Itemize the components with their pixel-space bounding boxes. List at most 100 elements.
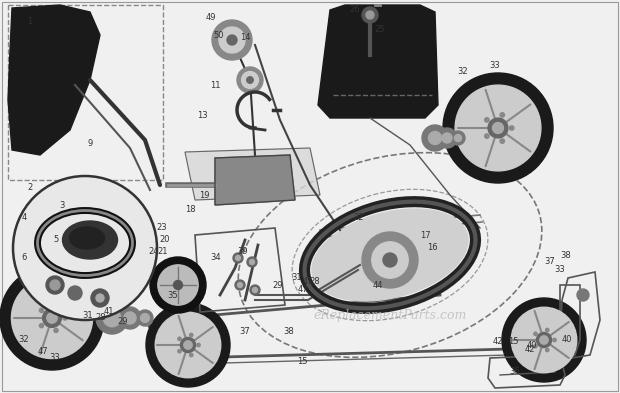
Circle shape [366,11,374,19]
Circle shape [485,118,489,122]
Text: 50: 50 [214,31,224,40]
Circle shape [442,133,452,143]
Text: 4: 4 [21,213,27,222]
Circle shape [362,7,378,23]
Circle shape [454,134,461,141]
Circle shape [103,309,121,327]
Circle shape [91,289,109,307]
Text: 2: 2 [27,184,33,193]
Polygon shape [185,148,320,200]
Circle shape [233,253,243,263]
Circle shape [252,288,257,292]
Circle shape [180,338,195,353]
Text: 9: 9 [87,138,92,147]
Text: 38: 38 [283,327,294,336]
Circle shape [428,132,441,145]
Text: 22: 22 [354,213,365,222]
Circle shape [502,298,586,382]
Circle shape [46,276,64,294]
Text: 17: 17 [420,231,430,239]
Text: 31: 31 [82,310,94,320]
Text: 42: 42 [493,338,503,347]
Text: 16: 16 [427,244,437,252]
Circle shape [546,328,549,332]
Circle shape [96,302,128,334]
Circle shape [437,128,457,148]
Circle shape [141,314,149,322]
Circle shape [534,345,537,348]
Text: 3: 3 [60,200,64,209]
Circle shape [174,281,182,290]
Polygon shape [215,155,295,205]
Circle shape [250,285,260,295]
Circle shape [235,280,245,290]
Polygon shape [318,5,438,118]
Circle shape [40,323,43,328]
Circle shape [227,35,237,45]
Circle shape [124,312,136,324]
Text: 24: 24 [149,248,159,257]
Text: 15: 15 [508,338,518,347]
Text: 49: 49 [206,13,216,22]
Circle shape [68,286,82,300]
Text: 25: 25 [374,26,385,35]
Circle shape [96,294,104,302]
Circle shape [510,126,514,130]
Text: 39: 39 [237,248,249,257]
Text: 44: 44 [373,281,383,290]
Circle shape [13,176,157,320]
Text: 42: 42 [525,345,535,354]
Circle shape [536,332,552,347]
Circle shape [54,328,58,332]
Circle shape [237,283,242,288]
Ellipse shape [69,227,105,249]
Text: 35: 35 [167,290,179,299]
Circle shape [443,73,553,183]
Text: 29: 29 [118,318,128,327]
Text: 6: 6 [21,253,27,263]
Text: 33: 33 [50,353,60,362]
Text: 29: 29 [273,281,283,290]
Circle shape [178,349,181,353]
Polygon shape [8,5,100,155]
Circle shape [577,289,589,301]
Text: 41: 41 [303,277,313,286]
Text: 33: 33 [490,61,500,70]
Text: 28: 28 [95,314,106,323]
Circle shape [50,280,60,290]
Text: 11: 11 [210,81,220,90]
Circle shape [178,337,181,340]
Circle shape [540,336,548,344]
Circle shape [212,20,252,60]
Circle shape [247,77,253,83]
Text: 33: 33 [555,266,565,274]
Text: 40: 40 [527,340,538,349]
Circle shape [190,353,193,357]
Circle shape [237,67,263,93]
Circle shape [43,309,61,327]
Circle shape [422,125,448,151]
Circle shape [155,312,221,378]
Circle shape [197,343,200,347]
Circle shape [546,348,549,352]
Circle shape [150,257,206,313]
Text: 26: 26 [350,6,360,15]
Text: 41: 41 [104,307,114,316]
Ellipse shape [312,209,468,301]
Text: 32: 32 [19,336,29,345]
Circle shape [383,253,397,267]
Circle shape [184,341,192,349]
Circle shape [54,303,58,308]
Ellipse shape [63,221,118,259]
Text: 28: 28 [309,277,321,286]
Circle shape [158,265,198,305]
Text: 38: 38 [560,250,572,259]
Text: 47: 47 [298,285,308,294]
Circle shape [63,316,67,320]
Circle shape [40,308,43,312]
Text: 5: 5 [53,235,59,244]
Circle shape [190,333,193,337]
Circle shape [236,255,241,261]
Circle shape [11,277,92,358]
Text: 32: 32 [458,68,468,77]
